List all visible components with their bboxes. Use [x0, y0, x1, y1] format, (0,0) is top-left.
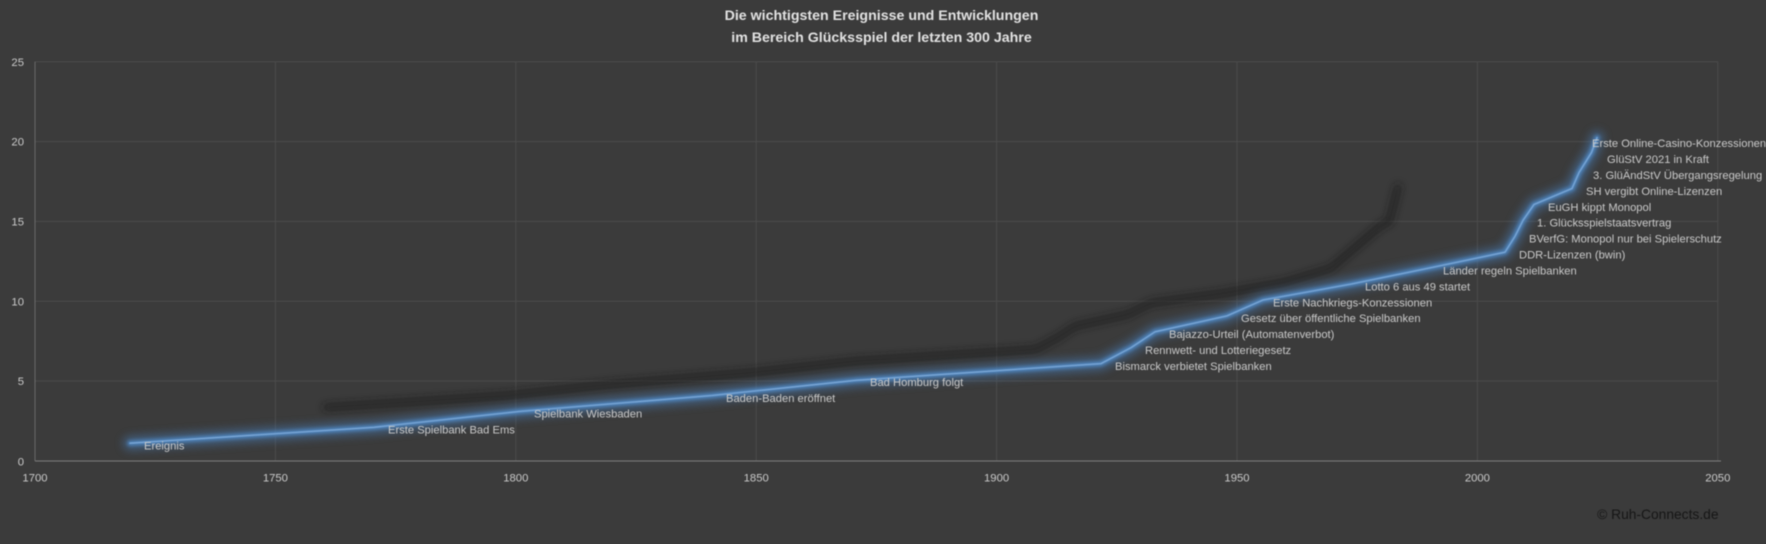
- svg-text:2050: 2050: [1705, 472, 1730, 484]
- svg-text:Rennwett- und Lotteriegesetz: Rennwett- und Lotteriegesetz: [1145, 345, 1292, 357]
- svg-text:Baden-Baden eröffnet: Baden-Baden eröffnet: [726, 393, 836, 405]
- svg-text:© Ruh-Connects.de: © Ruh-Connects.de: [1597, 507, 1719, 522]
- svg-text:1850: 1850: [744, 472, 769, 484]
- svg-text:3. GlüÄndStV Übergangsregelung: 3. GlüÄndStV Übergangsregelung: [1593, 170, 1762, 182]
- svg-text:1700: 1700: [22, 472, 47, 484]
- svg-text:Bajazzo-Urteil (Automatenverbo: Bajazzo-Urteil (Automatenverbot): [1169, 329, 1335, 341]
- svg-text:15: 15: [11, 217, 24, 229]
- svg-text:1950: 1950: [1224, 472, 1249, 484]
- svg-text:1750: 1750: [263, 472, 288, 484]
- svg-text:25: 25: [11, 57, 24, 69]
- svg-text:DDR-Lizenzen (bwin): DDR-Lizenzen (bwin): [1519, 250, 1626, 262]
- svg-text:1800: 1800: [503, 472, 528, 484]
- svg-text:Erste Online-Casino-Konzession: Erste Online-Casino-Konzessionen: [1592, 138, 1766, 150]
- svg-text:Ereignis: Ereignis: [144, 441, 185, 453]
- svg-text:Die wichtigsten Ereignisse und: Die wichtigsten Ereignisse und Entwicklu…: [725, 8, 1039, 24]
- svg-text:2000: 2000: [1465, 472, 1490, 484]
- svg-text:1900: 1900: [984, 472, 1009, 484]
- svg-text:Gesetz über öffentliche Spielb: Gesetz über öffentliche Spielbanken: [1241, 313, 1421, 325]
- svg-text:Bad Homburg folgt: Bad Homburg folgt: [870, 377, 964, 389]
- svg-text:10: 10: [11, 296, 24, 308]
- svg-text:im Bereich Glücksspiel der let: im Bereich Glücksspiel der letzten 300 J…: [731, 30, 1032, 46]
- svg-text:1. Glücksspielstaatsvertrag: 1. Glücksspielstaatsvertrag: [1537, 218, 1671, 230]
- svg-text:BVerfG: Monopol nur bei Spiele: BVerfG: Monopol nur bei Spielerschutz: [1529, 234, 1722, 246]
- svg-text:5: 5: [18, 376, 24, 388]
- svg-text:Länder regeln Spielbanken: Länder regeln Spielbanken: [1443, 266, 1577, 278]
- svg-text:Bismarck verbietet Spielbanken: Bismarck verbietet Spielbanken: [1115, 361, 1272, 373]
- svg-text:Erste Nachkriegs-Konzessionen: Erste Nachkriegs-Konzessionen: [1273, 297, 1432, 309]
- svg-text:SH vergibt Online-Lizenzen: SH vergibt Online-Lizenzen: [1586, 186, 1722, 198]
- svg-text:20: 20: [11, 137, 24, 149]
- svg-text:GlüStV 2021 in Kraft: GlüStV 2021 in Kraft: [1607, 154, 1710, 166]
- svg-text:EuGH kippt Monopol: EuGH kippt Monopol: [1548, 202, 1651, 214]
- svg-text:Spielbank Wiesbaden: Spielbank Wiesbaden: [534, 409, 642, 421]
- svg-text:Erste Spielbank Bad Ems: Erste Spielbank Bad Ems: [388, 425, 515, 437]
- svg-text:0: 0: [18, 457, 24, 469]
- svg-text:Lotto 6 aus 49 startet: Lotto 6 aus 49 startet: [1365, 281, 1471, 293]
